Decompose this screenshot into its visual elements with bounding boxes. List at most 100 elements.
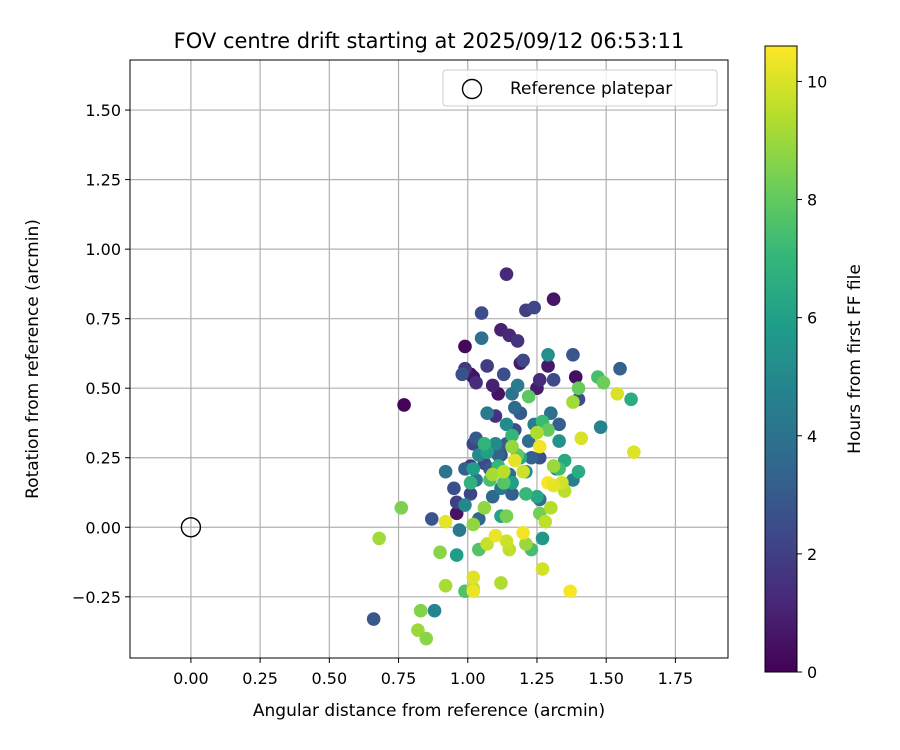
scatter-point <box>524 450 539 465</box>
scatter-point <box>541 348 555 362</box>
scatter-point <box>571 381 586 396</box>
scatter-point <box>499 417 514 432</box>
scatter-point <box>505 487 519 501</box>
scatter-point <box>521 389 536 404</box>
scatter-point <box>463 475 478 490</box>
scatter-point <box>574 431 589 446</box>
scatter-point <box>521 434 536 448</box>
x-tick-label: 1.50 <box>588 669 624 688</box>
scatter-point <box>474 331 489 345</box>
scatter-point <box>571 464 586 479</box>
x-tick-label: 0.00 <box>173 669 209 688</box>
scatter-point <box>494 576 508 590</box>
reference-marker <box>180 517 202 538</box>
y-axis-ticks: −0.25 0.00 0.25 0.50 0.75 1.00 1.25 1.50 <box>72 101 130 607</box>
scatter-point <box>593 420 608 434</box>
scatter-point <box>516 353 530 368</box>
scatter-point <box>519 537 533 551</box>
scatter-point <box>469 375 483 390</box>
scatter-point <box>477 437 492 451</box>
scatter-point <box>519 487 533 501</box>
scatter-point <box>455 367 470 382</box>
colorbar-frame <box>764 45 798 673</box>
scatter-point <box>463 487 478 501</box>
scatter-point <box>458 339 472 354</box>
scatter-point <box>485 467 500 482</box>
scatter-point <box>546 373 561 387</box>
legend: Reference platepar <box>442 69 718 107</box>
scatter-point <box>477 501 492 515</box>
scatter-point <box>596 375 611 390</box>
scatter-point <box>541 423 555 437</box>
scatter-point <box>466 584 481 599</box>
scatter-point <box>466 517 481 532</box>
scatter-point <box>366 612 381 626</box>
scatter-point <box>535 531 550 546</box>
chart-title: FOV centre drift starting at 2025/09/12 … <box>174 29 685 53</box>
scatter-point <box>447 481 461 496</box>
scatter-point <box>508 400 522 415</box>
plot-frame <box>129 59 729 659</box>
scatter-point <box>627 445 641 459</box>
scatter-point <box>613 361 627 376</box>
plot-area <box>130 60 728 658</box>
scatter-point <box>541 359 555 373</box>
scatter-point <box>505 439 519 454</box>
scatter-point <box>452 523 467 537</box>
scatter-point <box>563 584 577 599</box>
scatter-point <box>546 292 561 307</box>
scatter-point <box>552 417 566 432</box>
legend-circle-marker <box>461 78 483 100</box>
scatter-point <box>530 489 544 504</box>
x-tick-label: 1.00 <box>450 669 486 688</box>
colorbar-tick-label: 6 <box>807 309 817 328</box>
x-tick-label: 0.75 <box>381 669 417 688</box>
scatter-point <box>510 378 525 393</box>
scatter-point <box>546 478 561 493</box>
legend-entry-label: Reference platepar <box>510 79 672 99</box>
y-tick-label: 1.25 <box>85 171 121 190</box>
scatter-points <box>366 267 641 646</box>
scatter-point <box>544 501 558 515</box>
scatter-point <box>438 514 453 529</box>
scatter-point <box>546 459 561 473</box>
scatter-point <box>397 398 411 412</box>
scatter-point <box>499 534 514 548</box>
scatter-point <box>433 545 447 560</box>
scatter-point <box>427 603 442 618</box>
colorbar-tick-label: 8 <box>807 191 817 210</box>
grid-lines <box>130 60 728 658</box>
scatter-point <box>496 367 511 382</box>
colorbar-label: Hours from first FF file <box>845 264 865 454</box>
reference-platepar-point <box>180 517 202 538</box>
scatter-point <box>449 506 464 521</box>
scatter-point <box>496 464 511 479</box>
scatter-point <box>480 537 494 551</box>
scatter-point <box>505 428 519 443</box>
scatter-point <box>508 453 522 468</box>
scatter-point <box>535 562 550 576</box>
legend-box <box>442 69 718 107</box>
scatter-point <box>466 570 481 585</box>
scatter-point <box>624 392 638 407</box>
y-tick-label: −0.25 <box>72 588 121 607</box>
scatter-point <box>413 603 428 618</box>
y-axis-label: Rotation from reference (arcmin) <box>23 219 43 499</box>
colorbar-tick-label: 10 <box>807 72 827 91</box>
scatter-point <box>449 548 464 562</box>
y-tick-label: 0.75 <box>85 310 121 329</box>
scatter-point <box>424 512 439 526</box>
scatter-point <box>458 498 472 512</box>
scatter-point <box>496 475 511 490</box>
scatter-point <box>485 378 500 393</box>
scatter-point <box>552 434 566 448</box>
scatter-point <box>438 578 453 593</box>
scatter-point <box>411 623 425 637</box>
colorbar-gradient <box>765 46 797 672</box>
scatter-point <box>438 464 453 479</box>
scatter-point <box>499 267 514 281</box>
scatter-point <box>491 448 506 462</box>
scatter-point <box>530 425 544 440</box>
scatter-point <box>488 437 503 451</box>
colorbar-ticks: 0 2 4 6 8 10 <box>797 72 827 682</box>
